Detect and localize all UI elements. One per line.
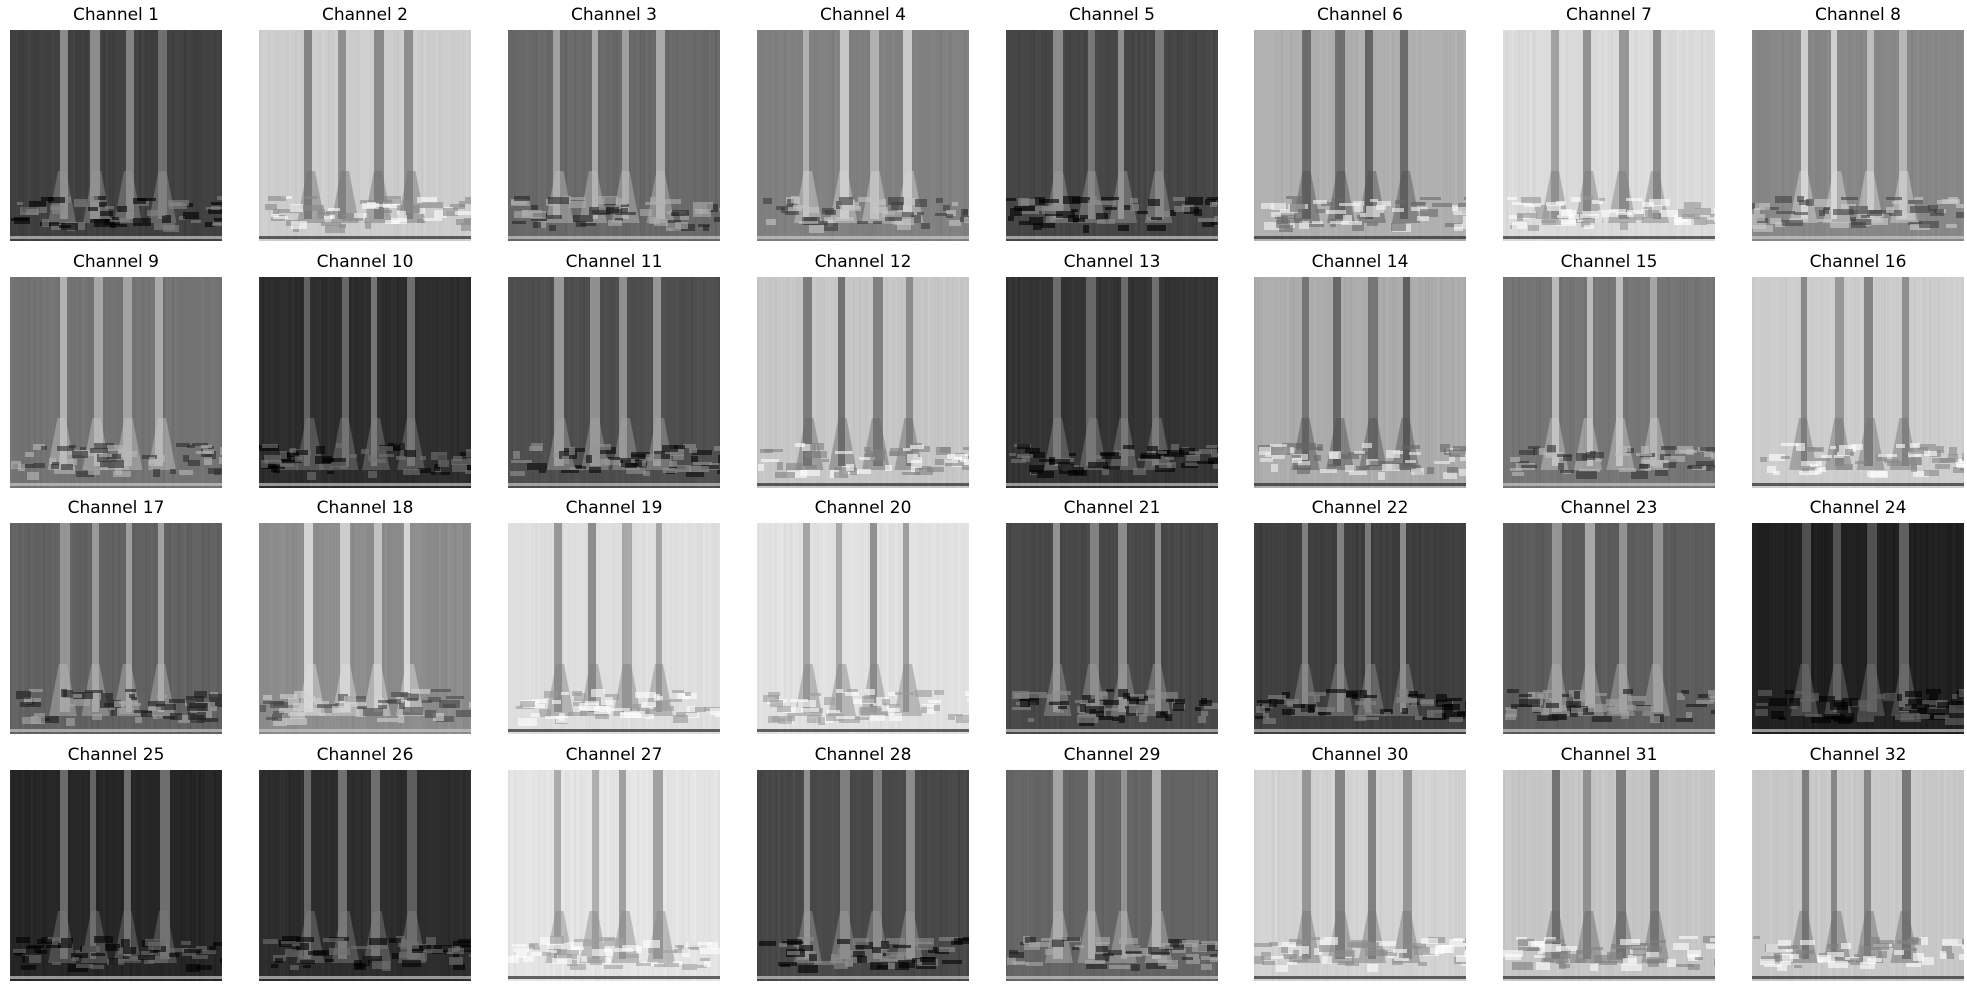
channel-title: Channel 11 xyxy=(508,252,720,272)
channel-title: Channel 4 xyxy=(757,5,969,25)
channel-title: Channel 7 xyxy=(1503,5,1715,25)
channel-panel: Channel 7 xyxy=(1503,0,1715,240)
channel-feature-map xyxy=(1752,523,1964,734)
channel-title: Channel 32 xyxy=(1752,745,1964,765)
channel-panel: Channel 1 xyxy=(10,0,222,240)
channel-feature-map xyxy=(1006,30,1218,241)
channel-title: Channel 16 xyxy=(1752,252,1964,272)
channel-title: Channel 31 xyxy=(1503,745,1715,765)
channel-panel: Channel 21 xyxy=(1006,493,1218,733)
channel-title: Channel 5 xyxy=(1006,5,1218,25)
channel-feature-map xyxy=(1752,30,1964,241)
channel-feature-map xyxy=(1254,770,1466,981)
channel-panel: Channel 20 xyxy=(757,493,969,733)
channel-feature-map xyxy=(508,30,720,241)
channel-title: Channel 30 xyxy=(1254,745,1466,765)
channel-feature-map xyxy=(1006,770,1218,981)
channel-panel: Channel 14 xyxy=(1254,247,1466,487)
channel-title: Channel 19 xyxy=(508,498,720,518)
channel-title: Channel 9 xyxy=(10,252,222,272)
channel-panel: Channel 18 xyxy=(259,493,471,733)
channel-title: Channel 23 xyxy=(1503,498,1715,518)
channel-feature-map xyxy=(259,277,471,488)
channel-feature-map xyxy=(1752,770,1964,981)
channel-feature-map xyxy=(259,30,471,241)
channel-panel: Channel 23 xyxy=(1503,493,1715,733)
channel-feature-map xyxy=(1503,30,1715,241)
channel-title: Channel 17 xyxy=(10,498,222,518)
channel-title: Channel 13 xyxy=(1006,252,1218,272)
channel-panel: Channel 13 xyxy=(1006,247,1218,487)
channel-panel: Channel 9 xyxy=(10,247,222,487)
channel-panel: Channel 32 xyxy=(1752,740,1964,980)
channel-panel: Channel 25 xyxy=(10,740,222,980)
channel-title: Channel 29 xyxy=(1006,745,1218,765)
channel-title: Channel 6 xyxy=(1254,5,1466,25)
channel-panel: Channel 30 xyxy=(1254,740,1466,980)
channel-panel: Channel 26 xyxy=(259,740,471,980)
channel-title: Channel 28 xyxy=(757,745,969,765)
channel-panel: Channel 3 xyxy=(508,0,720,240)
channel-feature-map xyxy=(259,523,471,734)
channel-title: Channel 24 xyxy=(1752,498,1964,518)
channel-feature-map xyxy=(757,30,969,241)
channel-feature-map xyxy=(1006,277,1218,488)
channel-feature-map xyxy=(1503,277,1715,488)
channel-panel: Channel 12 xyxy=(757,247,969,487)
channel-panel: Channel 19 xyxy=(508,493,720,733)
channel-feature-map xyxy=(259,770,471,981)
channel-feature-map xyxy=(757,277,969,488)
channel-title: Channel 8 xyxy=(1752,5,1964,25)
channel-feature-map xyxy=(10,30,222,241)
channel-feature-map xyxy=(1006,523,1218,734)
channel-title: Channel 26 xyxy=(259,745,471,765)
channel-title: Channel 2 xyxy=(259,5,471,25)
channel-panel: Channel 10 xyxy=(259,247,471,487)
channel-feature-map xyxy=(1503,523,1715,734)
channel-title: Channel 25 xyxy=(10,745,222,765)
channel-panel: Channel 24 xyxy=(1752,493,1964,733)
channel-title: Channel 20 xyxy=(757,498,969,518)
channel-feature-map xyxy=(1503,770,1715,981)
channel-title: Channel 21 xyxy=(1006,498,1218,518)
channel-feature-map xyxy=(1254,277,1466,488)
channel-title: Channel 14 xyxy=(1254,252,1466,272)
channel-title: Channel 1 xyxy=(10,5,222,25)
channel-feature-map xyxy=(508,277,720,488)
channel-panel: Channel 27 xyxy=(508,740,720,980)
channel-panel: Channel 2 xyxy=(259,0,471,240)
channel-title: Channel 22 xyxy=(1254,498,1466,518)
channel-panel: Channel 5 xyxy=(1006,0,1218,240)
channel-title: Channel 15 xyxy=(1503,252,1715,272)
channel-panel: Channel 15 xyxy=(1503,247,1715,487)
channel-feature-map xyxy=(508,770,720,981)
channel-feature-map xyxy=(10,277,222,488)
channel-panel: Channel 17 xyxy=(10,493,222,733)
channel-feature-map xyxy=(1254,523,1466,734)
channel-title: Channel 18 xyxy=(259,498,471,518)
channel-panel: Channel 29 xyxy=(1006,740,1218,980)
channel-panel: Channel 11 xyxy=(508,247,720,487)
channel-panel: Channel 16 xyxy=(1752,247,1964,487)
channel-title: Channel 3 xyxy=(508,5,720,25)
channel-feature-map xyxy=(1752,277,1964,488)
channel-feature-map xyxy=(757,523,969,734)
channel-title: Channel 27 xyxy=(508,745,720,765)
channel-panel: Channel 31 xyxy=(1503,740,1715,980)
channel-feature-map xyxy=(1254,30,1466,241)
channel-panel: Channel 4 xyxy=(757,0,969,240)
channel-title: Channel 12 xyxy=(757,252,969,272)
channel-feature-map xyxy=(757,770,969,981)
channel-feature-map xyxy=(10,523,222,734)
channel-panel: Channel 8 xyxy=(1752,0,1964,240)
channel-feature-map xyxy=(10,770,222,981)
channel-panel: Channel 22 xyxy=(1254,493,1466,733)
channel-panel: Channel 28 xyxy=(757,740,969,980)
channel-panel: Channel 6 xyxy=(1254,0,1466,240)
channel-feature-map xyxy=(508,523,720,734)
channel-title: Channel 10 xyxy=(259,252,471,272)
